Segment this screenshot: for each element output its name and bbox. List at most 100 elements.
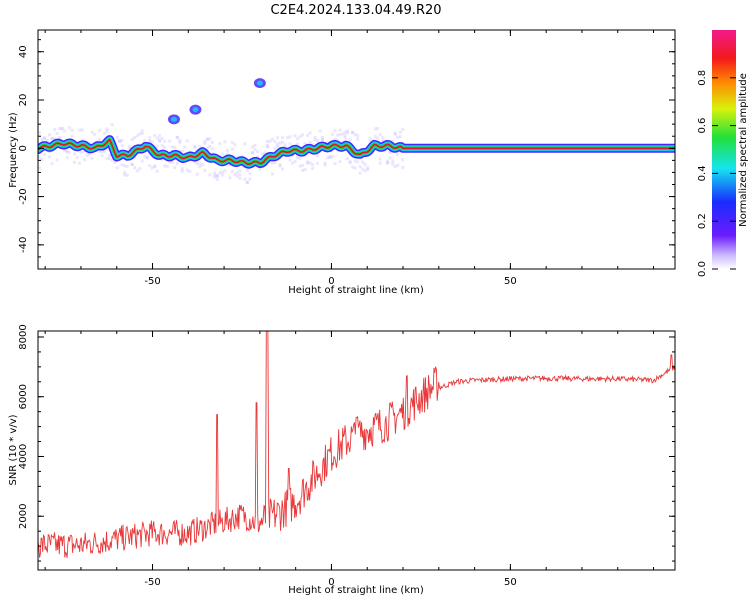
spectrogram-speckle [245,180,249,184]
spectrogram-speckle [173,166,177,170]
spectrogram-speckle [363,169,367,173]
spectrogram-speckle [250,145,254,149]
spectrogram-speckle [393,131,397,135]
spectrogram-speckle [351,131,355,135]
spectrogram-speckle [168,160,172,164]
y-tick-label: 8000 [18,324,29,349]
colorbar-tick-label: 0.8 [697,70,708,86]
spectrogram-speckle [138,132,142,136]
spectrogram-speckle [313,138,317,142]
spectrogram-speckle [265,139,269,143]
spectrogram-speckle [333,129,337,133]
spectrogram-speckle [70,128,74,132]
spectrogram-feature-core [256,80,263,86]
spectrogram-frame [37,29,676,270]
spectrogram-speckle [238,176,242,180]
spectrogram-speckle [351,165,355,169]
spectrogram-speckle [98,149,102,153]
spectrogram-speckle [123,170,127,174]
spectrogram-speckle [150,140,154,144]
spectrogram-speckle [388,150,392,154]
spectrogram-speckle [133,156,137,160]
spectrogram-speckle [336,133,340,137]
spectrogram-speckle [288,158,292,162]
spectrogram-speckle [125,164,129,168]
spectrogram-ridge-band-3 [38,138,675,165]
spectrogram-speckle [58,127,62,131]
spectrogram-speckle [363,162,367,166]
x-tick-label: 0 [328,276,334,287]
spectrogram-speckle [135,134,139,138]
spectrogram-speckle [58,136,62,140]
spectrogram-speckle [38,155,41,159]
spectrogram-speckle [341,132,345,136]
spectrogram-speckle [230,147,234,151]
spectrogram-speckle [55,132,59,136]
spectrogram-speckle [153,165,157,169]
spectrogram-speckle [288,142,292,146]
spectrogram-speckle [40,137,44,141]
spectrogram-speckle [80,150,84,154]
y-tick-label: 40 [18,45,29,58]
spectrogram-speckle [326,156,330,160]
x-tick-label: 0 [328,577,334,588]
spectrogram-speckle [205,137,209,141]
spectrogram-speckle [356,134,360,138]
x-tick-label: 50 [504,276,517,287]
y-tick-label: -40 [18,237,29,253]
spectrogram-speckle [270,137,274,141]
spectrogram-speckle [260,152,264,156]
spectrogram-speckle [193,145,197,149]
spectrogram-speckle [53,137,57,141]
spectrogram-speckle [301,163,305,167]
spectrogram-speckle [155,136,159,140]
spectrogram-speckle [148,164,152,168]
spectrogram-speckle [108,154,112,158]
spectrogram-speckle [343,136,347,140]
spectrogram-speckle [103,131,107,135]
spectrogram-speckle [175,162,179,166]
spectrogram-speckle [155,144,159,148]
spectrogram-speckle [198,161,202,165]
spectrogram-speckle [346,131,350,135]
spectrogram-speckle [391,159,395,163]
spectrogram-speckle [163,164,167,168]
spectrogram-speckle [208,137,212,141]
spectrogram-speckle [331,155,335,159]
spectrogram-speckle [203,168,207,172]
colorbar: 0.0 0.2 0.4 0.6 0.8 Normalized spectral ampl… [697,30,749,277]
spectrogram-speckle [208,144,212,148]
snr-series-line [38,331,675,558]
spectrogram-speckle [200,162,204,166]
spectrogram-speckle [48,133,52,137]
spectrogram-speckle [398,130,402,134]
spectrogram-speckle [105,157,109,161]
spectrogram-speckle [145,155,149,159]
spectrogram-speckle [323,163,327,167]
spectrogram-speckle [148,136,152,140]
spectrogram-speckle [183,145,187,149]
spectrogram-speckle [208,173,212,177]
spectrogram-speckle [348,161,352,165]
spectrogram-speckle [235,174,239,178]
spectrogram-ylabel: Frequency (Hz) [8,112,19,188]
spectrogram-speckle [308,141,312,145]
spectrogram-speckle [278,164,282,168]
spectrogram-speckle [233,173,237,177]
spectrogram-speckle [160,157,164,161]
snr-frame [37,330,676,571]
spectrogram-speckle [158,139,162,143]
spectrogram-speckle [195,162,199,166]
spectrogram-speckle [63,148,67,152]
spectrogram-panel: -50 0 50 -40 -20 0 20 40 Height of straight lin… [8,29,676,296]
spectrogram-speckle [175,136,179,140]
spectrogram-speckle [328,156,332,160]
spectrogram-speckle [103,149,107,153]
spectrogram-speckle [128,144,132,148]
spectrogram-speckle [326,141,330,145]
y-tick-label: 0 [18,145,29,151]
spectrogram-speckle [313,135,317,139]
spectrogram-speckle [130,163,134,167]
spectrogram-speckle [343,133,347,137]
spectrogram-speckle [301,133,305,137]
